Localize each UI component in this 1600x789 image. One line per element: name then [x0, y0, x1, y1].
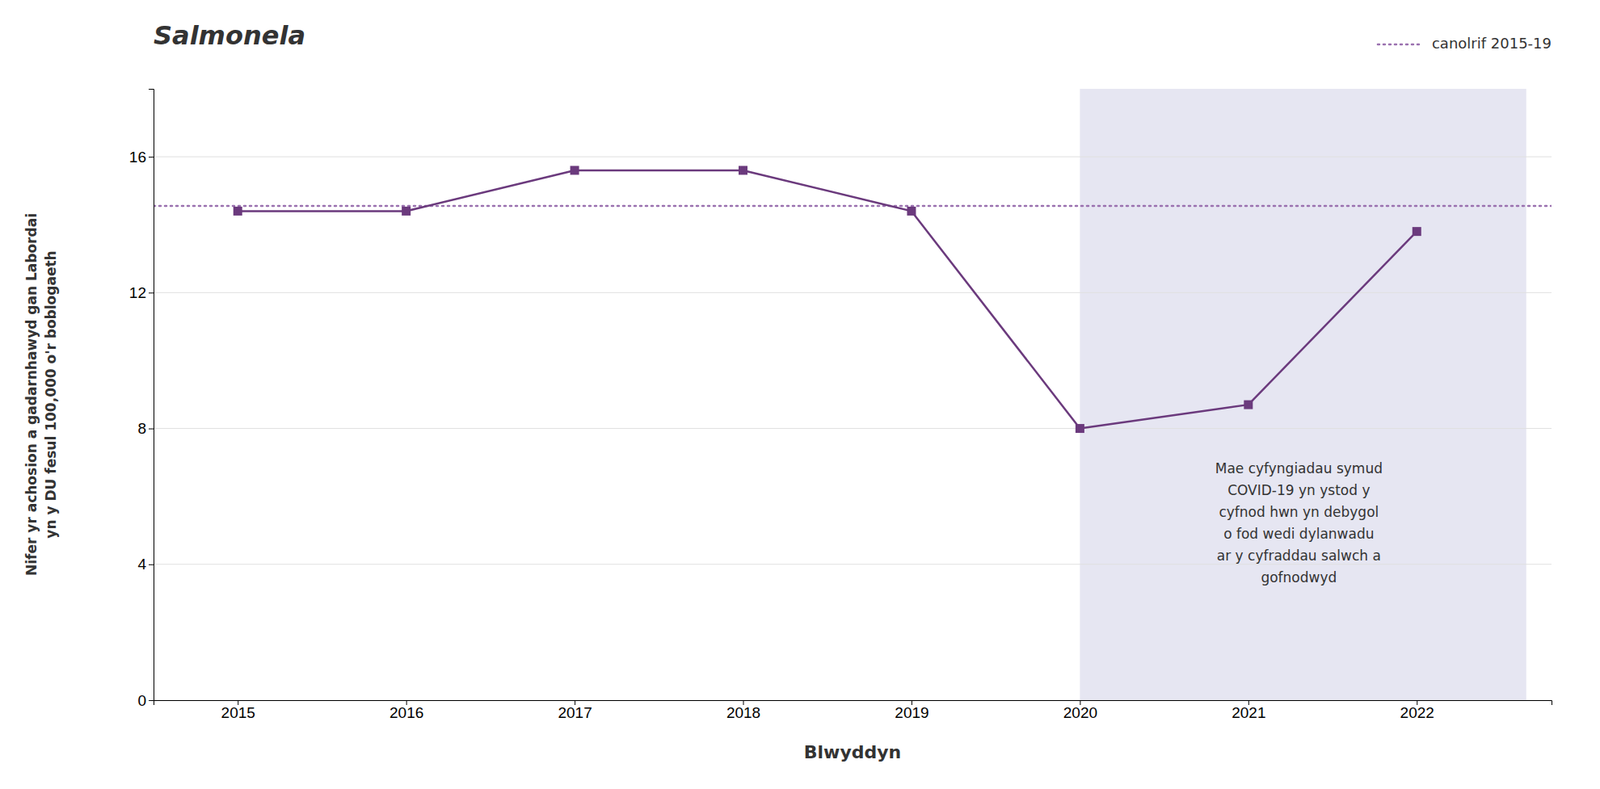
marker: [738, 165, 748, 175]
x-tick: 2021: [1231, 700, 1266, 722]
y-tick-label: 4: [137, 555, 147, 573]
grid-line: [153, 428, 1552, 430]
y-axis: 0 4 8 12 16: [129, 89, 155, 710]
grid-line: [153, 700, 1552, 702]
y-tick-label: 8: [137, 420, 147, 438]
marks: [153, 88, 1552, 701]
marker: [570, 165, 580, 175]
x-tick: 2015: [221, 700, 256, 722]
x-tick-label: 2019: [894, 704, 929, 722]
x-tick: 2018: [726, 700, 761, 722]
marker: [1412, 227, 1422, 236]
chart-container: 2015 2016 2017 2018 2019 2020 2021 2022 0 4 8 12 16 B…: [0, 0, 1600, 789]
grid-line: [153, 564, 1552, 565]
x-tick: 2019: [894, 700, 929, 722]
reference-line: [153, 205, 1552, 208]
y-tick-mark: [148, 156, 154, 158]
grid-line: [153, 292, 1552, 294]
legend-label: canolrif 2015-19: [1431, 34, 1552, 52]
y-tick: 4: [137, 555, 154, 573]
y-tick-mark: [148, 292, 154, 294]
marker: [1243, 400, 1253, 410]
y-tick-label: 16: [129, 148, 147, 166]
x-tick-label: 2021: [1231, 704, 1266, 722]
marker: [1075, 424, 1085, 434]
y-tick: 12: [129, 284, 154, 302]
x-tick: 2020: [1063, 700, 1098, 722]
y-tick: 16: [129, 148, 154, 166]
x-axis: 2015 2016 2017 2018 2019 2020 2021 2022: [154, 700, 1553, 722]
y-tick-label: 0: [137, 692, 147, 710]
plot-area: 2015 2016 2017 2018 2019 2020 2021 2022 0 4 8 12 16 B…: [23, 88, 1553, 763]
x-tick-label: 2018: [726, 704, 761, 722]
x-tick: 2022: [1400, 700, 1435, 722]
x-axis-title: Blwyddyn: [804, 742, 902, 763]
y-axis-line: [148, 89, 155, 702]
grid-line: [153, 156, 1552, 158]
x-tick-label: 2022: [1400, 704, 1435, 722]
x-tick-label: 2015: [221, 704, 256, 722]
data-line: [237, 170, 1417, 430]
marker: [233, 206, 243, 216]
markers: [233, 165, 1422, 434]
x-tick-label: 2016: [389, 704, 424, 722]
y-axis-title: Nifer yr achosion a gadarnhawyd gan Labo…: [23, 213, 59, 577]
y-tick: 0: [137, 692, 154, 710]
x-tick: 2016: [389, 700, 424, 722]
legend: canolrif 2015-19: [1377, 34, 1552, 52]
x-tick-label: 2020: [1063, 704, 1098, 722]
y-tick: 8: [137, 420, 154, 438]
y-tick-mark: [148, 700, 154, 702]
y-tick-mark: [148, 564, 154, 566]
x-axis-line: [154, 701, 1553, 707]
grid: [153, 156, 1552, 701]
marker: [401, 206, 411, 216]
x-tick-label: 2017: [557, 704, 592, 722]
x-tick: 2017: [557, 700, 592, 722]
legend-swatch: [1377, 43, 1423, 47]
marker: [906, 206, 916, 216]
y-tick-label: 12: [129, 284, 147, 302]
annotation: Mae cyfyngiadau symudCOVID-19 yn ystod y…: [1215, 460, 1383, 586]
shaded-region: [1079, 88, 1526, 701]
chart-svg: 2015 2016 2017 2018 2019 2020 2021 2022 0 4 8 12 16 B…: [0, 0, 1600, 789]
y-tick-mark: [148, 429, 154, 430]
chart-title: Salmonela: [153, 20, 306, 51]
